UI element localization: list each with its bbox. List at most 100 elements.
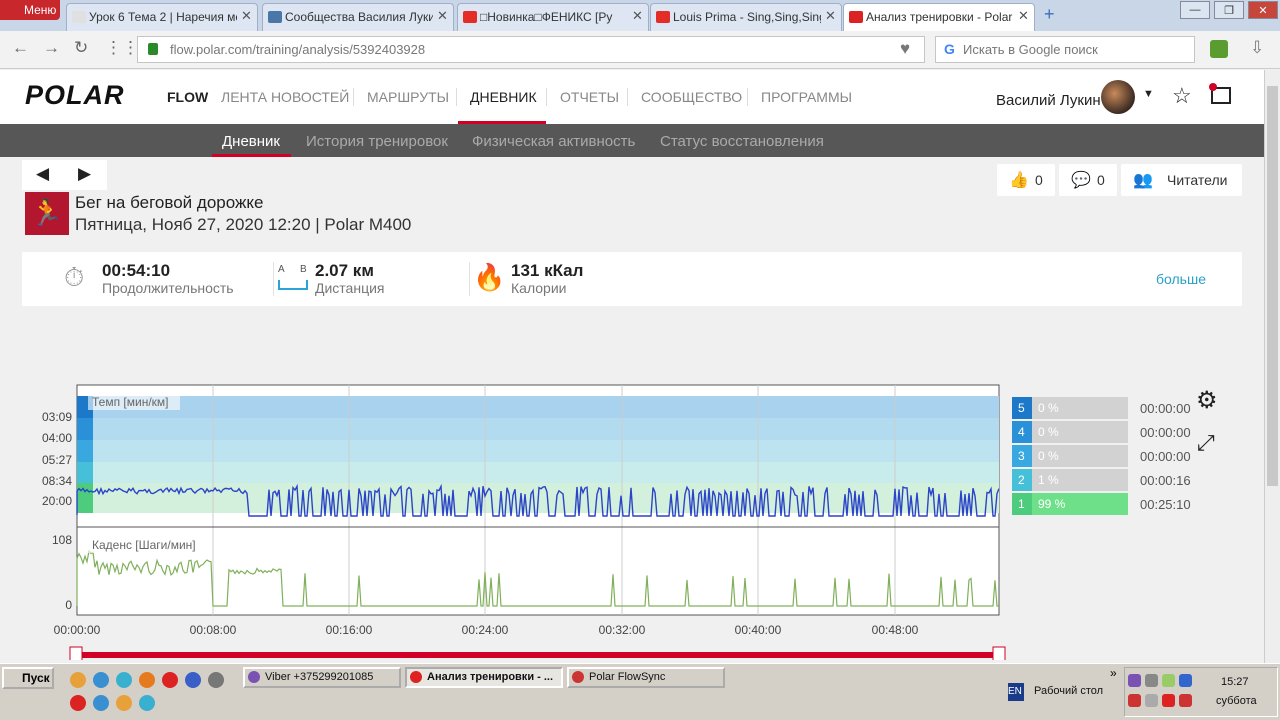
avatar[interactable] — [1101, 80, 1135, 114]
user-name[interactable]: Василий Лукин — [996, 92, 1101, 109]
main-nav-item[interactable]: ОТЧЕТЫ — [560, 89, 620, 105]
button-label: Читатели — [1167, 172, 1228, 188]
quick-launch-icon[interactable] — [116, 695, 132, 711]
menu-button[interactable]: Меню — [0, 0, 60, 20]
notifications-icon[interactable] — [1211, 87, 1231, 104]
prev-arrow[interactable]: ◀ — [36, 164, 50, 183]
sub-nav-item[interactable]: Физическая активность — [472, 133, 636, 150]
quick-launch-icon[interactable] — [139, 672, 155, 688]
tab-close: ✕ — [437, 8, 448, 23]
nav-button[interactable]: ↻ — [74, 38, 89, 57]
nav-button[interactable]: → — [43, 38, 60, 57]
range-slider-handle[interactable] — [992, 646, 1006, 660]
quick-launch-icon[interactable] — [93, 695, 109, 711]
tray-chevron[interactable]: » — [1110, 666, 1117, 680]
taskbar-window[interactable]: Анализ тренировки - ... — [405, 667, 563, 688]
like-button[interactable]: 👍 0 — [997, 164, 1055, 196]
summary-label: Продолжительность — [102, 280, 234, 296]
clock-time: 15:27 — [1221, 676, 1249, 688]
scroll-thumb[interactable] — [1267, 86, 1278, 486]
search-field[interactable]: G Искать в Google поиск — [935, 36, 1195, 63]
window-control[interactable]: — — [1180, 1, 1210, 19]
x-tick-label: 00:40:00 — [735, 623, 782, 637]
quick-launch-icon[interactable] — [208, 672, 224, 688]
pace-tick-label: 04:00 — [42, 431, 72, 445]
desktop-toolbar[interactable]: Рабочий стол — [1034, 685, 1104, 697]
zone-time: 00:25:10 — [1140, 497, 1191, 512]
quick-launch-icon[interactable] — [139, 695, 155, 711]
zone-share: 1 % — [1032, 469, 1128, 491]
taskbar-window[interactable]: Viber +375299201085 — [243, 667, 401, 688]
quick-launch-icon[interactable] — [185, 672, 201, 688]
new-tab[interactable]: + — [1044, 4, 1055, 24]
x-tick-label: 00:24:00 — [462, 623, 509, 637]
browser-tab[interactable]: Урок 6 Тема 2 | Наречия ме ✕ — [66, 3, 258, 31]
tray-icon[interactable] — [1128, 694, 1141, 707]
range-slider-handle[interactable] — [69, 646, 83, 660]
tray-icon[interactable] — [1145, 694, 1158, 707]
sub-nav-item[interactable]: Дневник — [222, 133, 280, 150]
sub-nav-item[interactable]: Статус восстановления — [660, 133, 824, 150]
pace-zone-band — [77, 418, 999, 440]
main-nav-item[interactable]: МАРШРУТЫ — [367, 89, 450, 105]
main-nav-item[interactable]: ЛЕНТА НОВОСТЕЙ — [221, 89, 350, 105]
tab-close: ✕ — [825, 8, 836, 23]
main-nav-item[interactable]: СООБЩЕСТВО — [641, 89, 743, 105]
quick-launch-icon[interactable] — [93, 672, 109, 688]
nav-button[interactable]: ← — [12, 38, 29, 57]
tab-close: ✕ — [241, 8, 252, 23]
cadence-tick-label: 0 — [65, 598, 72, 612]
tray-icon[interactable] — [1162, 674, 1175, 687]
pace-label: Темп [мин/км] — [92, 395, 169, 409]
sub-nav-item[interactable]: История тренировок — [306, 133, 448, 150]
quick-launch-icon[interactable] — [70, 672, 86, 688]
active-subnav-underline — [212, 154, 291, 157]
browser-tab[interactable]: Анализ тренировки - Polar F ✕ — [843, 3, 1035, 31]
user-dropdown[interactable]: ▼ — [1143, 88, 1154, 100]
main-nav-item[interactable]: ДНЕВНИК — [470, 89, 537, 105]
summary-value: 00:54:10 — [102, 261, 171, 280]
window-control[interactable]: ✕ — [1248, 1, 1278, 19]
extension-icon[interactable] — [1210, 40, 1228, 58]
tab-close: ✕ — [632, 8, 643, 23]
nav-button[interactable]: ⋮⋮ — [105, 38, 139, 57]
zone-number: 4 — [1012, 421, 1032, 443]
tray-icon[interactable] — [1179, 674, 1192, 687]
polar-logo: POLAR — [25, 80, 125, 110]
url-field[interactable]: flow.polar.com/training/analysis/5392403… — [137, 36, 925, 63]
tray-icon[interactable] — [1162, 694, 1175, 707]
cadence-tick-label: 108 — [52, 533, 72, 547]
followers-button[interactable]: 👥 Читатели — [1121, 164, 1242, 196]
favorites-icon[interactable]: ☆ — [1172, 83, 1192, 108]
tray-icon[interactable] — [1145, 674, 1158, 687]
main-nav-item[interactable]: ПРОГРАММЫ — [761, 89, 853, 105]
tray-icon[interactable] — [1128, 674, 1141, 687]
quick-launch-icon[interactable] — [116, 672, 132, 688]
quick-launch-icon[interactable] — [70, 695, 86, 711]
browser-tab[interactable]: Сообщества Василия Лукин ✕ — [262, 3, 454, 31]
download-icon[interactable]: ⇩ — [1250, 38, 1265, 57]
taskbar-window[interactable]: Polar FlowSync — [567, 667, 725, 688]
google-icon: G — [944, 41, 955, 57]
fullscreen-icon[interactable]: ⤢ — [1197, 430, 1215, 455]
pace-zone-band — [77, 440, 999, 462]
next-arrow[interactable]: ▶ — [78, 164, 92, 183]
browser-tab[interactable]: □Новинка□ФЕНИКС [Ру ✕ — [457, 3, 649, 31]
browser-tab[interactable]: Louis Prima - Sing,Sing,Sing (✕ — [650, 3, 842, 31]
comment-button[interactable]: 💬 0 — [1059, 164, 1117, 196]
sport-name: Бег на беговой дорожке — [75, 193, 264, 212]
zone-share: 99 % — [1032, 493, 1128, 515]
quick-launch-icon[interactable] — [162, 672, 178, 688]
start-button[interactable]: Пуск — [2, 667, 54, 689]
window-control[interactable]: ❐ — [1214, 1, 1244, 19]
zone-time: 00:00:00 — [1140, 401, 1191, 416]
nav-separator — [546, 88, 547, 106]
url-text: flow.polar.com/training/analysis/5392403… — [170, 42, 426, 57]
more-link[interactable]: больше — [1156, 271, 1206, 287]
tab-title: □Новинка□ФЕНИКС [Ру — [480, 10, 613, 24]
settings-icon[interactable]: ⚙ — [1196, 387, 1218, 414]
tray-icon[interactable] — [1179, 694, 1192, 707]
search-placeholder: Искать в Google поиск — [963, 42, 1098, 57]
window-icon — [572, 671, 584, 683]
zone-number: 5 — [1012, 397, 1032, 419]
